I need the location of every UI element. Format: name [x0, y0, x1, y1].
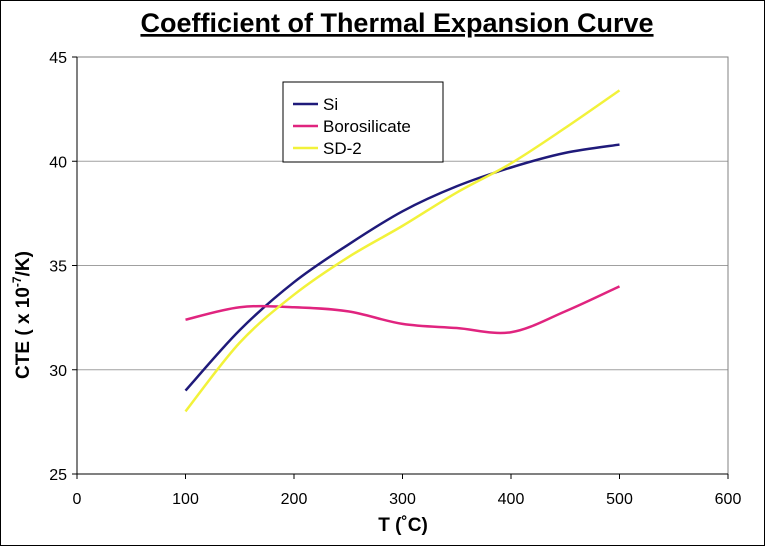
legend: Si Borosilicate SD-2 — [282, 81, 444, 163]
y-tick-label-40: 40 — [49, 154, 67, 171]
y-tick-label-35: 35 — [49, 259, 67, 276]
y-axis-label-unit: /K) — [13, 251, 34, 276]
series-line-sd-2 — [184, 89, 621, 413]
x-tick-label-500: 500 — [606, 491, 633, 508]
y-axis-label-exponent: -7 — [10, 276, 24, 287]
x-axis-label: T (˚C) — [378, 515, 428, 536]
series-line-borosilicate — [185, 285, 621, 335]
x-tick-label-300: 300 — [389, 491, 416, 508]
y-tick-label-25: 25 — [49, 467, 67, 484]
x-tick-label-400: 400 — [498, 491, 525, 508]
x-tick-label-100: 100 — [172, 491, 199, 508]
x-tick-label-0: 0 — [73, 491, 82, 508]
chart-title: Coefficient of Thermal Expansion Curve — [140, 8, 653, 38]
y-tick-label-30: 30 — [49, 363, 67, 380]
y-axis-label-main: CTE ( x 10 — [13, 287, 34, 379]
y-tick-label-45: 45 — [49, 50, 67, 67]
series-lines — [184, 89, 621, 413]
legend-label-borosilicate: Borosilicate — [323, 117, 411, 136]
y-axis-label: CTE ( x 10-7/K) — [10, 251, 34, 379]
x-tick-label-600: 600 — [715, 491, 742, 508]
axes — [72, 56, 729, 479]
x-tick-label-200: 200 — [281, 491, 308, 508]
series-line-si — [184, 143, 620, 392]
legend-label-si: Si — [323, 95, 338, 114]
tick-labels: 0 100 200 300 400 500 600 25 30 35 40 45 — [49, 50, 741, 508]
legend-label-sd-2: SD-2 — [323, 139, 362, 158]
